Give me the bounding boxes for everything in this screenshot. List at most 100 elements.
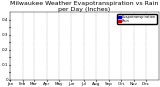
Point [25,49,28,50]
Point [118,77,121,79]
Point [29,34,32,35]
Point [147,77,150,79]
Point [19,70,21,71]
Point [92,67,94,68]
Point [52,71,54,73]
Point [64,36,67,37]
Point [84,77,86,79]
Point [56,68,58,70]
Point [37,39,39,40]
Point [33,18,35,19]
Point [36,40,39,41]
Point [133,77,136,79]
Point [148,77,151,79]
Point [89,77,92,79]
Point [130,77,132,79]
Point [22,62,24,64]
Point [68,49,71,50]
Point [116,77,119,79]
Point [21,64,24,65]
Point [35,36,37,37]
Point [31,30,33,31]
Point [56,67,59,68]
Point [72,62,74,64]
Point [18,71,21,73]
Point [34,67,37,68]
Point [151,77,153,79]
Point [38,27,41,28]
Point [104,71,107,73]
Point [156,77,159,79]
Point [17,73,19,74]
Point [66,40,68,41]
Point [39,24,42,25]
Point [136,77,139,79]
Point [144,77,146,79]
Point [157,77,160,79]
Point [117,77,120,79]
Point [44,46,47,47]
Point [122,77,125,79]
Point [32,21,34,22]
Point [65,39,68,40]
Point [128,77,131,79]
Point [93,77,96,79]
Point [148,77,151,79]
Point [150,77,153,79]
Point [79,70,81,71]
Point [95,71,98,73]
Point [23,56,26,58]
Point [125,77,127,79]
Point [94,77,97,79]
Point [89,77,92,79]
Point [54,74,56,76]
Point [136,77,138,79]
Point [90,77,92,79]
Point [75,73,77,74]
Point [103,77,106,79]
Point [132,77,135,79]
Point [12,76,14,77]
Point [106,77,109,79]
Point [134,77,137,79]
Point [16,73,18,74]
Point [137,77,140,79]
Point [80,76,83,77]
Point [85,77,87,79]
Point [131,77,133,79]
Point [113,77,116,79]
Point [41,34,44,35]
Point [47,54,49,55]
Point [115,77,118,79]
Point [128,77,130,79]
Point [121,77,123,79]
Point [46,52,49,53]
Point [43,42,46,43]
Point [112,77,114,79]
Point [44,45,47,46]
Point [46,51,48,52]
Point [149,77,152,79]
Point [60,51,63,52]
Point [71,61,74,62]
Point [23,58,25,59]
Point [120,77,123,79]
Point [12,76,15,77]
Point [12,76,15,77]
Point [14,74,16,76]
Point [100,71,102,73]
Point [156,77,158,79]
Point [49,64,52,65]
Point [139,77,142,79]
Point [30,33,32,34]
Point [141,77,144,79]
Point [47,56,50,58]
Point [156,77,159,79]
Point [152,77,155,79]
Point [103,77,105,79]
Point [132,77,134,79]
Point [88,67,91,68]
Point [90,64,92,65]
Point [22,61,25,62]
Point [132,77,135,79]
